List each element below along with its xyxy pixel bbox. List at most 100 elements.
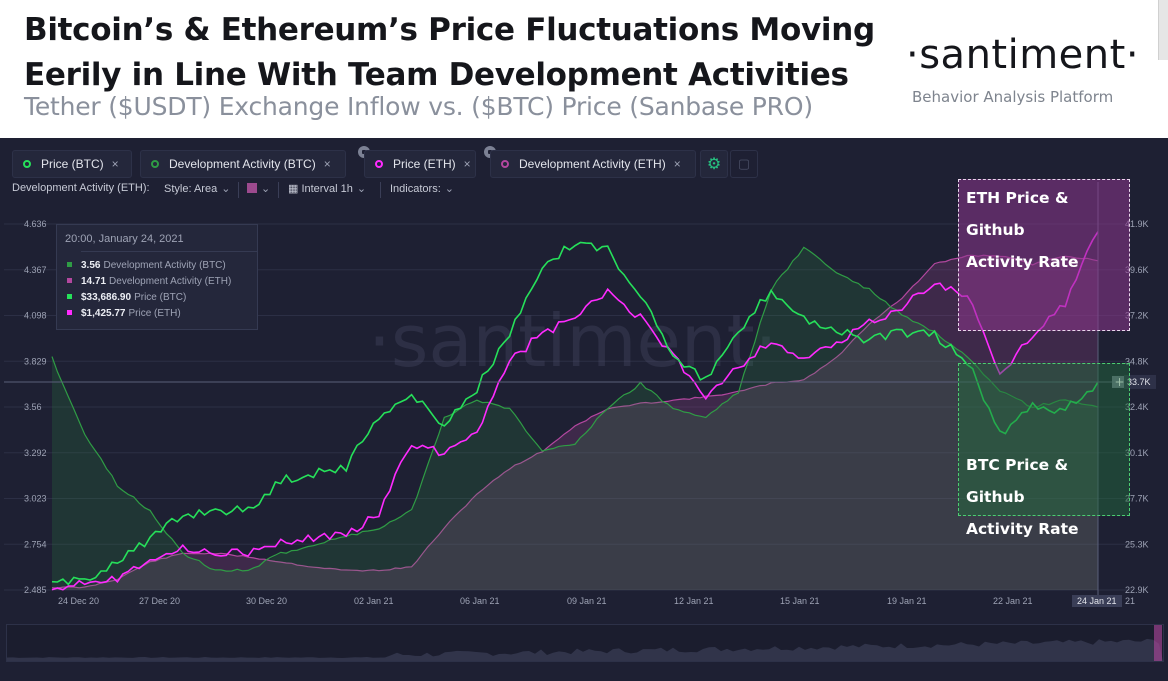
brand-tagline: Behavior Analysis Platform [912, 88, 1114, 106]
x-axis-tick-label: 24 Jan 21 [1077, 596, 1117, 606]
y-axis-tick-label: 3.56 [24, 402, 42, 412]
right-axis-tick-label: 25.3K [1125, 539, 1149, 549]
series-line-dev-activity-eth [51, 254, 1099, 589]
tab-dev-activity-eth[interactable]: Development Activity (ETH) × [490, 150, 696, 178]
chart-tooltip: 20:00, January 24, 2021 3.56 Development … [56, 224, 258, 330]
tooltip-label: Price (ETH) [128, 308, 181, 319]
tooltip-row-dev-btc: 3.56 Development Activity (BTC) [67, 260, 226, 271]
circle-icon [151, 160, 159, 168]
x-axis-tick-label: 12 Jan 21 [674, 596, 714, 606]
gear-icon[interactable]: ⚙ [700, 150, 728, 178]
circle-icon [501, 160, 509, 168]
right-axis-marker: 33.7K [1127, 377, 1151, 387]
interval-dropdown[interactable]: ▦ Interval 1h ⌄ [288, 182, 366, 195]
x-axis-tick-label: 06 Jan 21 [460, 596, 500, 606]
x-axis-tick-label: 21 [1125, 596, 1135, 606]
right-axis-tick-label: 39.6K [1125, 265, 1149, 275]
metric-tabs: Price (BTC) × Development Activity (BTC)… [0, 146, 1168, 180]
y-axis-tick-label: 2.754 [24, 539, 47, 549]
price-dev-activity-chart[interactable]: 4.636 4.367 4.098 3.829 3.56 3.292 3.023 2.754 2… [0, 138, 1168, 681]
chart-app: Price (BTC) × Development Activity (BTC)… [0, 138, 1168, 681]
right-axis-tick-label: 30.1K [1125, 448, 1149, 458]
tooltip-label: Development Activity (ETH) [109, 276, 232, 287]
series-area-dev-activity-eth [52, 255, 1098, 590]
x-axis-tick-label: 24 Dec 20 [58, 596, 99, 606]
x-axis-current-box [1072, 595, 1122, 607]
interval-dropdown-label: Interval 1h [301, 183, 353, 195]
right-axis-tick-label: 37.2K [1125, 311, 1149, 321]
x-axis-tick-label: 09 Jan 21 [567, 596, 607, 606]
tab-price-btc[interactable]: Price (BTC) × [12, 150, 132, 178]
legend-marker [67, 262, 72, 267]
series-line-price-eth [51, 231, 1099, 591]
y-axis-tick-label: 2.485 [24, 585, 47, 595]
legend-marker [67, 310, 72, 315]
x-axis-tick-label: 15 Jan 21 [780, 596, 820, 606]
color-swatch [247, 183, 257, 193]
tooltip-date: 20:00, January 24, 2021 [65, 233, 184, 245]
navigator-handle[interactable] [1154, 625, 1162, 661]
tooltip-value: 3.56 [81, 260, 101, 271]
tooltip-label: Price (BTC) [134, 292, 187, 303]
tab-label: Development Activity (BTC) [169, 157, 316, 171]
right-axis-tick-label: 41.9K [1125, 219, 1149, 229]
add-icon [1112, 375, 1124, 388]
indicators-dropdown-label: Indicators: [390, 183, 441, 195]
x-axis-tick-label: 30 Dec 20 [246, 596, 287, 606]
y-axis-tick-label: 4.367 [24, 265, 47, 275]
page-subtitle: Tether ($USDT) Exchange Inflow vs. ($BTC… [24, 92, 813, 121]
circle-icon [23, 160, 31, 168]
indicators-dropdown[interactable]: Indicators: ⌄ [390, 182, 454, 195]
tab-price-eth[interactable]: Price (ETH) × [364, 150, 476, 178]
close-icon[interactable]: × [673, 157, 681, 171]
selected-metric-label: Development Activity (ETH): [12, 182, 150, 194]
page-title: Bitcoin’s & Ethereum’s Price Fluctuation… [24, 8, 884, 98]
annotation-text: ETH Price & Github [966, 189, 1069, 239]
tooltip-row-price-eth: $1,425.77 Price (ETH) [67, 308, 181, 319]
legend-marker [67, 278, 72, 283]
close-icon[interactable]: × [463, 157, 471, 171]
tab-label: Development Activity (ETH) [519, 157, 666, 171]
tooltip-label: Development Activity (BTC) [103, 260, 226, 271]
lock-icon[interactable]: ▢ [730, 150, 758, 178]
page-title-line-2: Eerily in Line With Team Development Act… [24, 57, 849, 93]
tab-dev-activity-btc[interactable]: Development Activity (BTC) × [140, 150, 346, 178]
y-axis-tick-label: 3.292 [24, 448, 47, 458]
navigator-area [7, 638, 1163, 661]
legend-marker [67, 294, 72, 299]
close-icon[interactable]: × [323, 157, 331, 171]
y-axis-tick-label: 3.023 [24, 494, 47, 504]
metric-options-bar: Development Activity (ETH): Style: Area ⌄… [0, 182, 1168, 200]
right-axis-tick-label: 22.9K [1125, 585, 1149, 595]
close-icon[interactable]: × [111, 157, 119, 171]
style-dropdown-label: Style: Area [164, 183, 218, 195]
tooltip-row-dev-eth: 14.71 Development Activity (ETH) [67, 276, 231, 287]
tooltip-value: $33,686.90 [81, 292, 132, 303]
watermark-logo: ·santiment· [368, 299, 778, 383]
tab-label: Price (BTC) [41, 157, 104, 171]
x-axis-tick-label: 22 Jan 21 [993, 596, 1033, 606]
annotation-text: BTC Price & Github [966, 456, 1069, 506]
navigator-sparkline [7, 625, 1163, 661]
chevron-down-icon: ⌄ [261, 183, 271, 195]
divider [238, 182, 239, 198]
chevron-down-icon: ⌄ [444, 183, 454, 195]
divider [81, 251, 257, 252]
header: Bitcoin’s & Ethereum’s Price Fluctuation… [0, 0, 1168, 138]
chevron-down-icon: ⌄ [356, 183, 367, 195]
right-axis-marker-box [1124, 374, 1156, 389]
divider [278, 182, 279, 198]
scrollbar[interactable] [1158, 0, 1168, 60]
page-title-line-1: Bitcoin’s & Ethereum’s Price Fluctuation… [24, 12, 875, 48]
tab-label: Price (ETH) [393, 157, 456, 171]
tooltip-row-price-btc: $33,686.90 Price (BTC) [67, 292, 186, 303]
color-picker[interactable]: ⌄ [247, 182, 270, 195]
annotation-btc: BTC Price & Github Activity Rate [958, 363, 1130, 538]
style-dropdown[interactable]: Style: Area ⌄ [164, 182, 230, 195]
right-axis-tick-label: 27.7K [1125, 494, 1149, 504]
chart-navigator[interactable] [6, 624, 1164, 662]
x-axis-tick-label: 27 Dec 20 [139, 596, 180, 606]
y-axis-tick-label: 4.098 [24, 311, 47, 321]
annotation-text: Activity Rate [966, 253, 1079, 271]
series-line-price-btc [51, 241, 1099, 586]
